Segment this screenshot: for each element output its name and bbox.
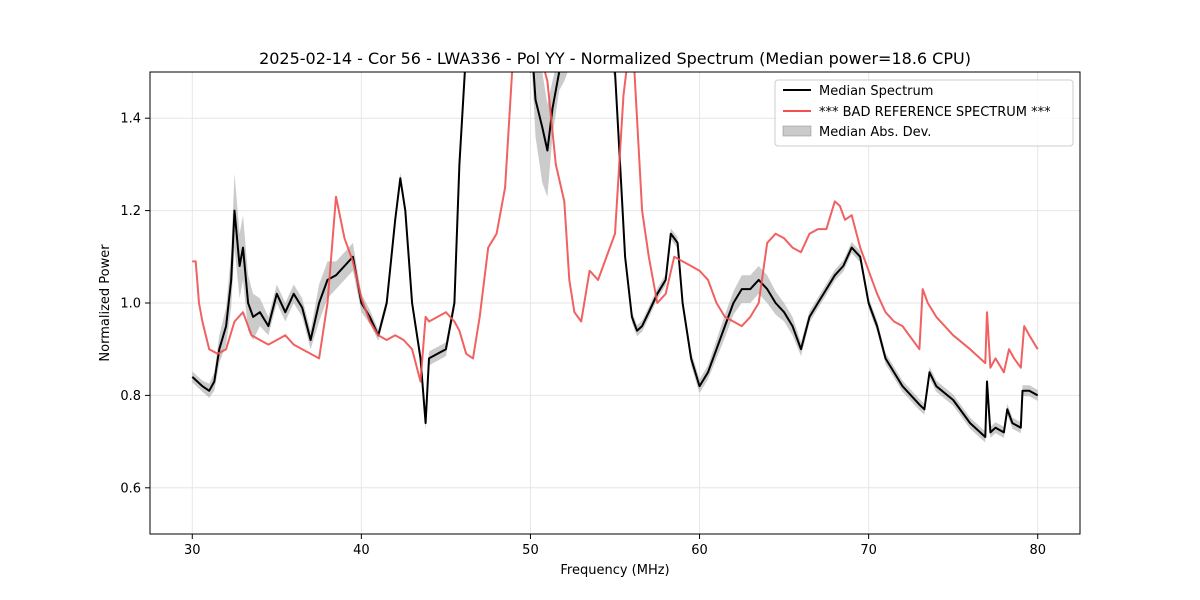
plot-data bbox=[191, 72, 1039, 443]
legend: Median Spectrum *** BAD REFERENCE SPECTR… bbox=[774, 79, 1074, 147]
x-tick-label: 30 bbox=[184, 543, 201, 558]
y-tick-label: 1.4 bbox=[120, 112, 141, 127]
y-tick-label: 0.6 bbox=[120, 481, 141, 496]
median-spectrum-line bbox=[191, 72, 1039, 438]
x-tick-label: 70 bbox=[860, 543, 877, 558]
legend-mad-label: Median Abs. Dev. bbox=[819, 125, 931, 140]
x-tick-label: 40 bbox=[353, 543, 370, 558]
legend-mad-swatch bbox=[782, 125, 812, 137]
legend-median-label: Median Spectrum bbox=[819, 84, 933, 99]
x-axis-label: Frequency (MHz) bbox=[560, 563, 669, 578]
mad-band bbox=[192, 72, 1038, 443]
x-tick-label: 50 bbox=[522, 543, 539, 558]
y-tick-label: 1.0 bbox=[120, 297, 141, 312]
y-axis-label: Normalized Power bbox=[98, 244, 113, 362]
chart-title: 2025-02-14 - Cor 56 - LWA336 - Pol YY - … bbox=[259, 49, 971, 68]
y-tick-label: 1.2 bbox=[120, 204, 141, 219]
legend-box bbox=[774, 79, 1074, 147]
reference-spectrum-line bbox=[192, 72, 1039, 383]
legend-reference-label: *** BAD REFERENCE SPECTRUM *** bbox=[819, 105, 1051, 120]
axis-ticks: 30 40 50 60 70 80 0.6 0.8 1.0 1.2 1.4 bbox=[120, 112, 1046, 558]
y-tick-label: 0.8 bbox=[120, 389, 141, 404]
x-tick-label: 60 bbox=[691, 543, 708, 558]
x-tick-label: 80 bbox=[1029, 543, 1046, 558]
